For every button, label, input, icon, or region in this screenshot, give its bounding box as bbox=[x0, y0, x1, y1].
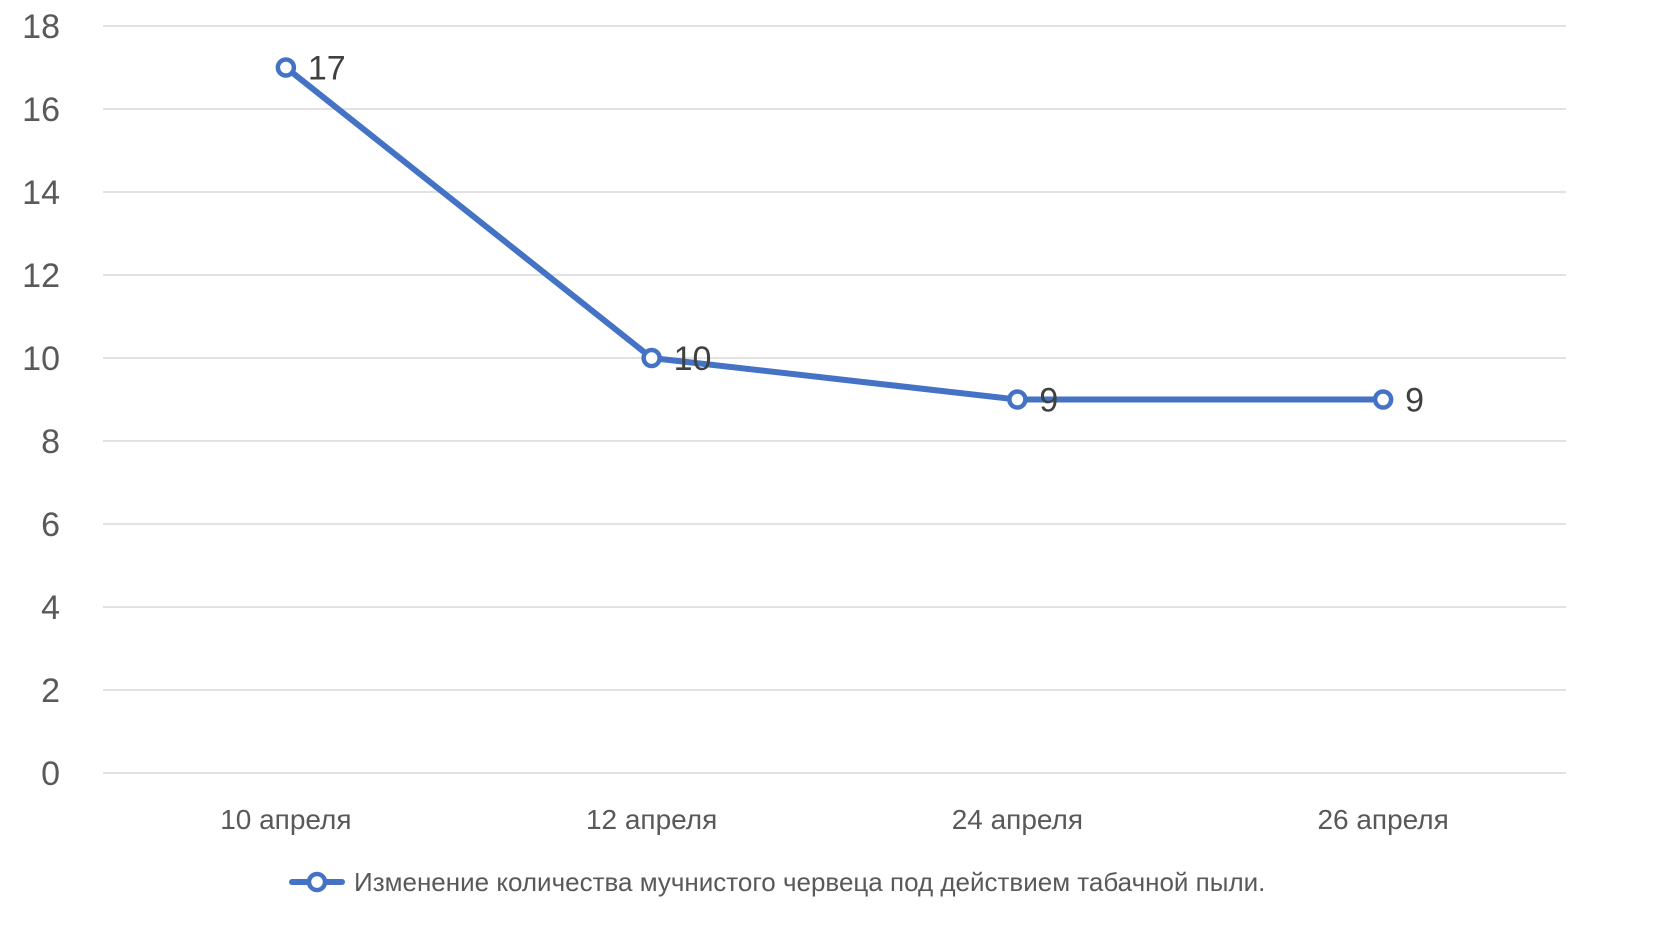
data-point bbox=[1372, 389, 1394, 410]
y-tick-label: 12 bbox=[22, 257, 60, 295]
data-point bbox=[641, 347, 662, 369]
y-tick-label: 14 bbox=[22, 174, 60, 212]
x-tick-label: 10 апреля bbox=[220, 804, 351, 835]
legend: Изменение количества мучнистого червеца … bbox=[289, 867, 1265, 897]
y-tick-label: 10 bbox=[22, 340, 60, 378]
y-tick-label: 6 bbox=[41, 506, 60, 544]
data-point bbox=[275, 57, 297, 78]
series-group bbox=[275, 57, 1394, 410]
y-tick-label: 16 bbox=[22, 91, 60, 129]
data-label: 10 bbox=[674, 340, 712, 378]
data-point bbox=[1007, 389, 1028, 410]
y-tick-label: 4 bbox=[41, 589, 60, 627]
x-tick-label: 12 апреля bbox=[586, 804, 717, 835]
x-tick-label: 26 апреля bbox=[1317, 804, 1448, 835]
y-tick-label: 18 bbox=[22, 8, 60, 46]
y-axis-tick-labels: 0 2 4 6 8 10 12 14 16 18 bbox=[22, 8, 60, 793]
data-label: 9 bbox=[1405, 382, 1424, 420]
data-labels: 17 10 9 9 bbox=[308, 50, 1424, 420]
x-axis-tick-labels: 10 апреля 12 апреля 24 апреля 26 апреля bbox=[220, 804, 1449, 835]
y-tick-label: 0 bbox=[41, 755, 60, 793]
legend-entry-label: Изменение количества мучнистого червеца … bbox=[354, 867, 1265, 897]
legend-marker-point bbox=[306, 871, 328, 893]
data-label: 17 bbox=[308, 50, 346, 88]
data-label: 9 bbox=[1039, 382, 1058, 420]
y-tick-label: 8 bbox=[41, 423, 60, 461]
gridlines bbox=[103, 25, 1566, 774]
series-line bbox=[282, 64, 1387, 403]
y-tick-label: 2 bbox=[41, 672, 60, 710]
x-tick-label: 24 апреля bbox=[952, 804, 1083, 835]
